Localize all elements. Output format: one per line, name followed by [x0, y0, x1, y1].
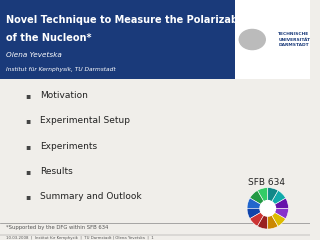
- Text: 10.03.2008  |  Institut für Kernphysik  |  TU Darmstadt | Olena Yevetska  |  1: 10.03.2008 | Institut für Kernphysik | T…: [6, 236, 154, 240]
- Text: Experimental Setup: Experimental Setup: [40, 116, 130, 126]
- Text: Results: Results: [40, 167, 73, 176]
- FancyBboxPatch shape: [0, 0, 309, 79]
- Text: Motivation: Motivation: [40, 91, 88, 100]
- Text: ▪: ▪: [25, 116, 30, 126]
- Text: *Supported by the DFG within SFB 634: *Supported by the DFG within SFB 634: [6, 226, 108, 230]
- Text: TECHNISCHE
UNIVERSITÄT
DARMSTADT: TECHNISCHE UNIVERSITÄT DARMSTADT: [278, 32, 310, 47]
- FancyBboxPatch shape: [235, 0, 309, 79]
- Text: Institut für Kernphysik, TU Darmstadt: Institut für Kernphysik, TU Darmstadt: [6, 67, 116, 72]
- Text: of the Nucleon*: of the Nucleon*: [6, 33, 92, 43]
- Text: ▪: ▪: [25, 167, 30, 176]
- Text: ▪: ▪: [25, 192, 30, 201]
- Text: Novel Technique to Measure the Polarizability: Novel Technique to Measure the Polarizab…: [6, 15, 260, 25]
- Text: ▪: ▪: [25, 91, 30, 100]
- Text: SFB 634: SFB 634: [248, 178, 285, 186]
- Circle shape: [239, 30, 265, 50]
- Text: Summary and Outlook: Summary and Outlook: [40, 192, 142, 201]
- Text: ▪: ▪: [25, 142, 30, 150]
- Text: Experiments: Experiments: [40, 142, 97, 150]
- Text: Olena Yevetska: Olena Yevetska: [6, 52, 62, 58]
